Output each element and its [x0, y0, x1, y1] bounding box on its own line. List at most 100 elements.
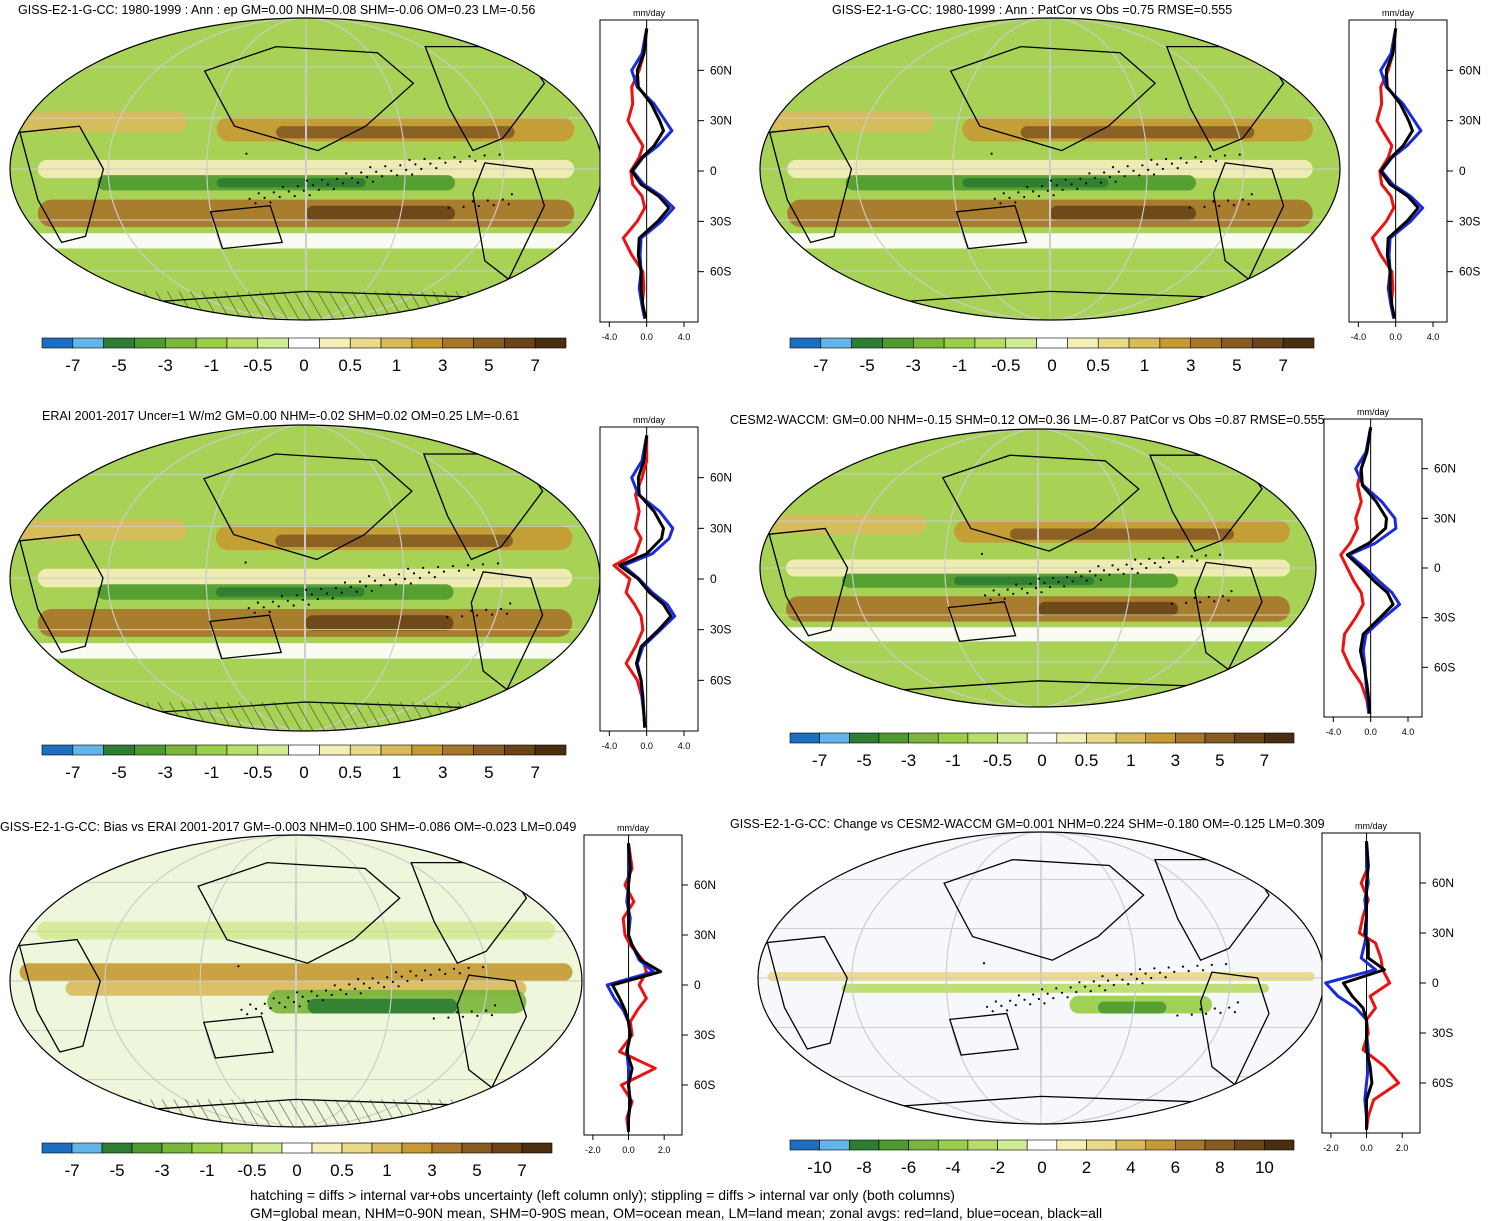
stipple-dot — [1017, 191, 1020, 194]
stipple-dot — [1196, 559, 1199, 562]
stipple-dot — [1150, 158, 1153, 161]
stipple-dot — [301, 598, 304, 601]
stipple-dot — [1247, 203, 1250, 206]
field-band — [1098, 1001, 1167, 1014]
colorbar-label: -5 — [857, 751, 872, 770]
lat-label: 30S — [1434, 611, 1455, 625]
zonal-unit-label: mm/day — [1382, 8, 1415, 18]
stipple-dot — [1006, 1009, 1009, 1012]
graticule-meridian — [107, 425, 503, 731]
colorbar-cell — [534, 744, 567, 756]
stipple-dot — [357, 978, 360, 981]
lat-label: 60N — [694, 878, 716, 892]
stipple-dot — [1153, 561, 1156, 565]
colorbar-label: 0 — [299, 763, 308, 782]
lat-label: 30N — [710, 521, 732, 535]
stipple-dot — [998, 593, 1001, 596]
stipple-dot — [407, 567, 410, 570]
field-band — [769, 514, 926, 535]
coastline — [203, 453, 413, 561]
stipple-dot — [1052, 576, 1055, 579]
lat-label: 60S — [1459, 265, 1480, 279]
map-border — [759, 17, 1341, 321]
stipple-dot — [304, 588, 308, 591]
stipple-dot — [316, 994, 319, 997]
stipple-dot — [237, 965, 240, 968]
stipple-dot — [1135, 977, 1138, 980]
colorbar-cell — [878, 1139, 909, 1151]
stipple-dot — [427, 571, 431, 574]
colorbar-label: 7 — [1260, 751, 1269, 770]
stipple-dot — [420, 979, 423, 982]
panel-title-p1: GISS-E2-1-G-CC: 1980-1999 : Ann : ep GM=… — [18, 3, 536, 17]
stipple-dot — [371, 977, 374, 980]
lat-label: 30N — [1459, 114, 1481, 128]
stipple-dot — [400, 975, 403, 978]
stipple-dot — [486, 199, 489, 202]
stipple-dot — [348, 983, 351, 986]
series-land — [1339, 427, 1373, 714]
stipple-dot — [254, 202, 257, 205]
zonal-frame — [583, 834, 683, 1136]
colorbar-label: -1 — [952, 356, 967, 375]
stipple-dot — [476, 1014, 479, 1017]
stipple-dot — [1185, 601, 1188, 604]
stipple-dot — [1170, 162, 1173, 165]
coastline — [209, 614, 283, 660]
coastline — [18, 938, 101, 1053]
stipple-dot — [1043, 1002, 1046, 1005]
zonal-unit-label: mm/day — [633, 8, 666, 18]
stipple-dot — [412, 572, 416, 575]
colorbar-cell — [967, 1139, 998, 1151]
stipple-dot — [1162, 556, 1165, 560]
stipple-dot — [414, 163, 417, 166]
colorbar-label: 1 — [392, 763, 401, 782]
stipple-dot — [1132, 169, 1135, 172]
stipple-dot — [1117, 170, 1120, 173]
field-band — [276, 126, 515, 139]
stipple-dot — [263, 196, 266, 199]
x-tick-label: -4.0 — [1326, 727, 1342, 737]
stipple-dot — [1212, 200, 1215, 203]
stipple-dot — [1241, 198, 1244, 201]
stipple-dot — [1167, 561, 1171, 564]
stipple-dot — [1117, 568, 1120, 571]
stipple-dot — [307, 1000, 310, 1003]
stipple-dot — [1099, 578, 1102, 581]
colorbar-cell — [997, 1139, 1028, 1151]
stipple-dot — [1057, 581, 1060, 584]
x-tick-label: 2.0 — [1396, 1143, 1409, 1153]
stipple-dot — [341, 182, 345, 185]
stipple-dot — [459, 160, 462, 163]
lat-label: 0 — [1432, 976, 1439, 990]
stipple-dot — [1167, 966, 1170, 969]
stipple-dot — [397, 573, 401, 576]
colorbar-cell — [819, 1139, 850, 1151]
graticule-meridian — [295, 835, 297, 1127]
lat-label: 30S — [694, 1028, 715, 1042]
stipple-dot — [989, 598, 992, 601]
field-band — [307, 998, 458, 1014]
footer-line-1: hatching = diffs > internal var+obs unce… — [250, 1187, 955, 1203]
stipple-dot — [1161, 167, 1164, 171]
panel-title-p5: GISS-E2-1-G-CC: Bias vs ERAI 2001-2017 G… — [0, 820, 577, 834]
colorbar-label: 8 — [1215, 1158, 1224, 1177]
series-all — [611, 843, 663, 1132]
stipple-dot — [272, 997, 275, 1000]
lat-label: 0 — [710, 164, 717, 178]
x-tick-label: 0.0 — [640, 332, 653, 342]
x-tick-label: 0.0 — [1364, 727, 1377, 737]
colorbar-label: 7 — [517, 1161, 526, 1180]
panel-title-p4: CESM2-WACCM: GM=0.00 NHM=-0.15 SHM=0.12 … — [730, 413, 1325, 427]
graticule-meridian — [304, 425, 306, 731]
stipple-dot — [343, 581, 347, 584]
lat-label: 30N — [1432, 926, 1454, 940]
colorbar-label: 2 — [1082, 1158, 1091, 1177]
field-band — [1038, 601, 1178, 616]
zonal-frame — [1348, 19, 1448, 323]
stipple-dot — [429, 973, 432, 976]
stipple-dot — [491, 613, 494, 616]
stipple-dot — [1194, 156, 1197, 159]
stipple-dot — [370, 589, 373, 592]
